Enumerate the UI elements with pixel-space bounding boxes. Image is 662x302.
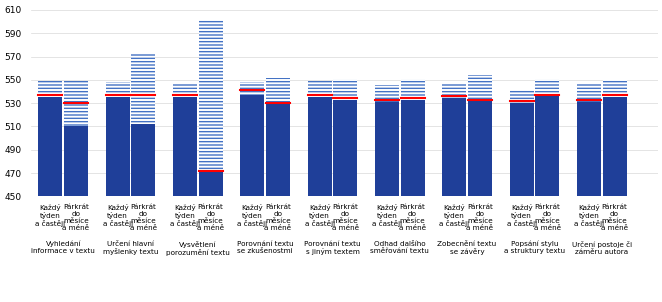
Text: Porovnání textu
s jiným textem: Porovnání textu s jiným textem <box>304 241 361 255</box>
Bar <box>173 83 197 97</box>
Bar <box>173 97 197 196</box>
Bar <box>577 102 601 196</box>
Bar <box>535 79 559 96</box>
Bar <box>602 80 626 97</box>
Bar <box>577 83 601 102</box>
Bar <box>333 79 357 100</box>
Bar <box>468 75 492 100</box>
Bar <box>510 103 534 196</box>
Bar <box>131 124 156 196</box>
Bar <box>510 90 534 103</box>
Bar <box>131 54 156 124</box>
Bar <box>401 79 424 100</box>
Bar <box>333 100 357 196</box>
Bar <box>266 78 290 104</box>
Bar <box>442 83 466 98</box>
Bar <box>602 97 626 196</box>
Bar <box>64 81 88 127</box>
Bar <box>535 96 559 196</box>
Bar <box>106 82 130 97</box>
Bar <box>199 21 222 171</box>
Bar <box>308 81 332 97</box>
Text: Popsání stylu
a struktury textu: Popsání stylu a struktury textu <box>504 241 565 254</box>
Bar <box>64 81 88 127</box>
Bar <box>308 81 332 97</box>
Bar <box>173 83 197 97</box>
Bar <box>535 79 559 96</box>
Bar <box>577 83 601 102</box>
Bar <box>38 81 62 97</box>
Bar <box>240 82 264 95</box>
Bar <box>602 80 626 97</box>
Text: Odhad dalšího
směřování textu: Odhad dalšího směřování textu <box>370 241 429 254</box>
Bar <box>131 54 156 124</box>
Bar <box>240 95 264 196</box>
Text: Zobecnění textu
se závěry: Zobecnění textu se závěry <box>438 241 496 255</box>
Bar <box>442 83 466 98</box>
Text: Určení hlavní
myšlenky textu: Určení hlavní myšlenky textu <box>103 241 158 255</box>
Bar <box>375 85 399 102</box>
Bar <box>401 100 424 196</box>
Bar <box>375 85 399 102</box>
Bar <box>468 75 492 100</box>
Bar <box>64 127 88 196</box>
Bar <box>442 98 466 196</box>
Text: Porovnání textu
se zkušenostmi: Porovnání textu se zkušenostmi <box>237 241 293 254</box>
Text: Určení postoje či
záměru autora: Určení postoje či záměru autora <box>572 241 632 255</box>
Bar <box>199 171 222 196</box>
Text: Vysvětlení
porozumění textu: Vysvětlení porozumění textu <box>166 241 230 256</box>
Bar <box>106 97 130 196</box>
Bar <box>266 78 290 104</box>
Bar <box>38 81 62 97</box>
Bar <box>308 97 332 196</box>
Bar <box>38 97 62 196</box>
Text: Vyhledání
informace v textu: Vyhledání informace v textu <box>31 241 95 254</box>
Bar <box>240 82 264 95</box>
Bar <box>375 102 399 196</box>
Bar <box>106 82 130 97</box>
Bar <box>401 79 424 100</box>
Bar <box>199 21 222 171</box>
Bar <box>510 90 534 103</box>
Bar <box>468 100 492 196</box>
Bar <box>333 79 357 100</box>
Bar <box>266 104 290 196</box>
